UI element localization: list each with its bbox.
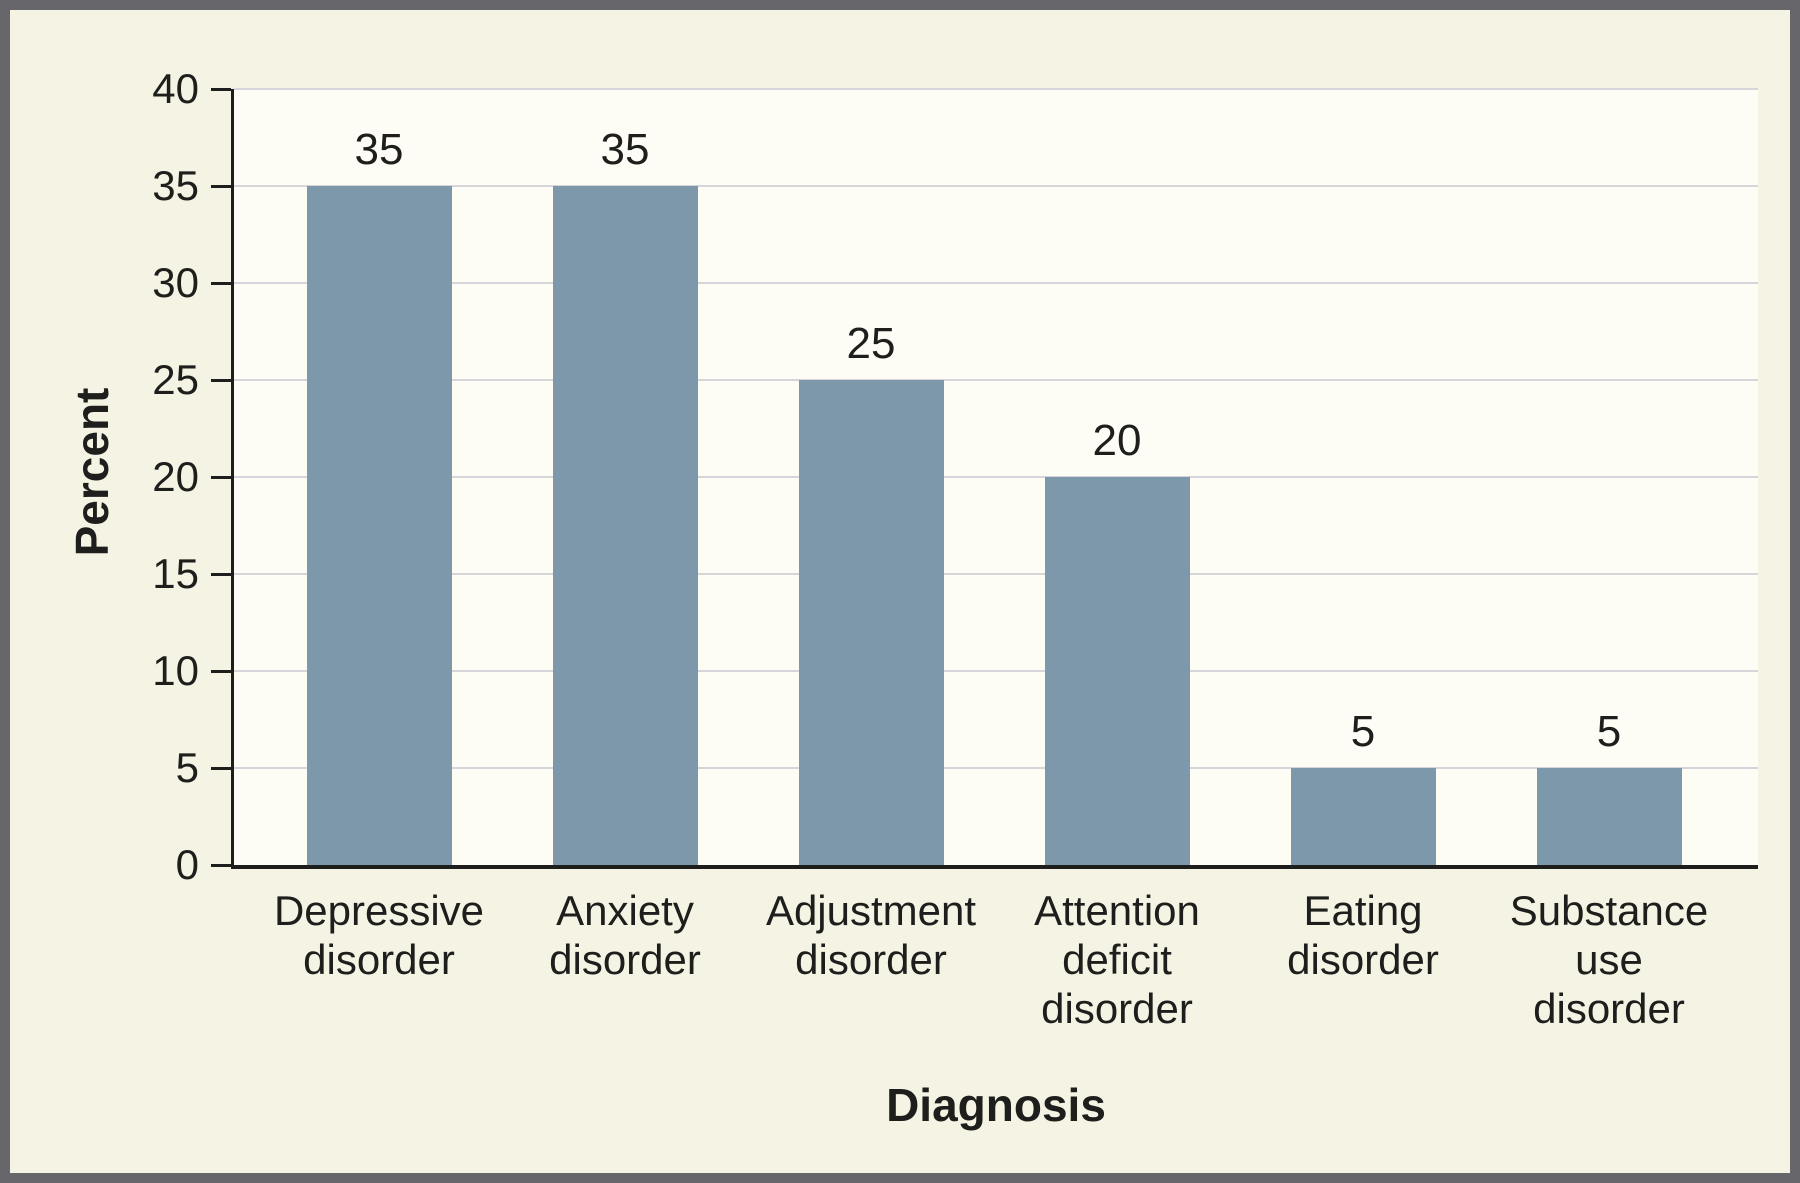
gridline-30 (234, 282, 1758, 284)
y-tick-25 (211, 378, 231, 382)
gridline-20 (234, 476, 1758, 478)
x-category-label-4: Attention deficit disorder (1034, 887, 1200, 1032)
y-tick-label-10: 10 (152, 647, 199, 694)
y-tick-label-5: 5 (175, 744, 199, 791)
gridline-40 (234, 88, 1758, 90)
gridline-35 (234, 185, 1758, 187)
y-tick-40 (211, 87, 231, 91)
y-tick-5 (211, 766, 231, 770)
bar-value-label-6: 5 (1596, 707, 1622, 756)
bar-value-label-5: 5 (1350, 707, 1376, 756)
y-tick-label-20: 20 (152, 453, 199, 500)
y-tick-15 (211, 572, 231, 576)
gridline-15 (234, 573, 1758, 575)
x-category-label-3: Adjustment disorder (765, 887, 977, 983)
bar-4 (1044, 477, 1190, 865)
bar-6 (1536, 768, 1682, 865)
y-tick-label-35: 35 (152, 162, 199, 209)
y-tick-label-25: 25 (152, 356, 199, 403)
y-tick-20 (211, 475, 231, 479)
y-axis-line (231, 89, 234, 865)
y-tick-label-40: 40 (152, 65, 199, 112)
x-axis-line (231, 865, 1758, 869)
y-tick-35 (211, 184, 231, 188)
x-category-label-6: Substance use disorder (1509, 887, 1709, 1032)
bar-2 (552, 186, 698, 865)
bar-value-label-2: 35 (600, 125, 650, 174)
gridline-10 (234, 670, 1758, 672)
y-tick-10 (211, 669, 231, 673)
y-tick-label-0: 0 (175, 841, 199, 888)
bar-5 (1290, 768, 1436, 865)
gridline-5 (234, 767, 1758, 769)
bar-value-label-4: 20 (1092, 416, 1142, 465)
bar-1 (306, 186, 452, 865)
bar-3 (798, 380, 944, 865)
y-tick-label-30: 30 (152, 259, 199, 306)
x-category-label-5: Eating disorder (1287, 887, 1439, 983)
bar-value-label-3: 25 (846, 319, 896, 368)
x-axis-title: Diagnosis (886, 1079, 1106, 1131)
gridline-25 (234, 379, 1758, 381)
y-tick-label-15: 15 (152, 550, 199, 597)
y-tick-0 (211, 863, 231, 867)
plot-area: 35 35 25 20 5 5 0 5 10 15 20 25 30 35 40 (152, 68, 1758, 886)
x-category-label-2: Anxiety disorder (549, 887, 701, 983)
x-category-label-1: Depressive disorder (273, 887, 485, 983)
y-tick-30 (211, 281, 231, 285)
bar-value-label-1: 35 (354, 125, 404, 174)
